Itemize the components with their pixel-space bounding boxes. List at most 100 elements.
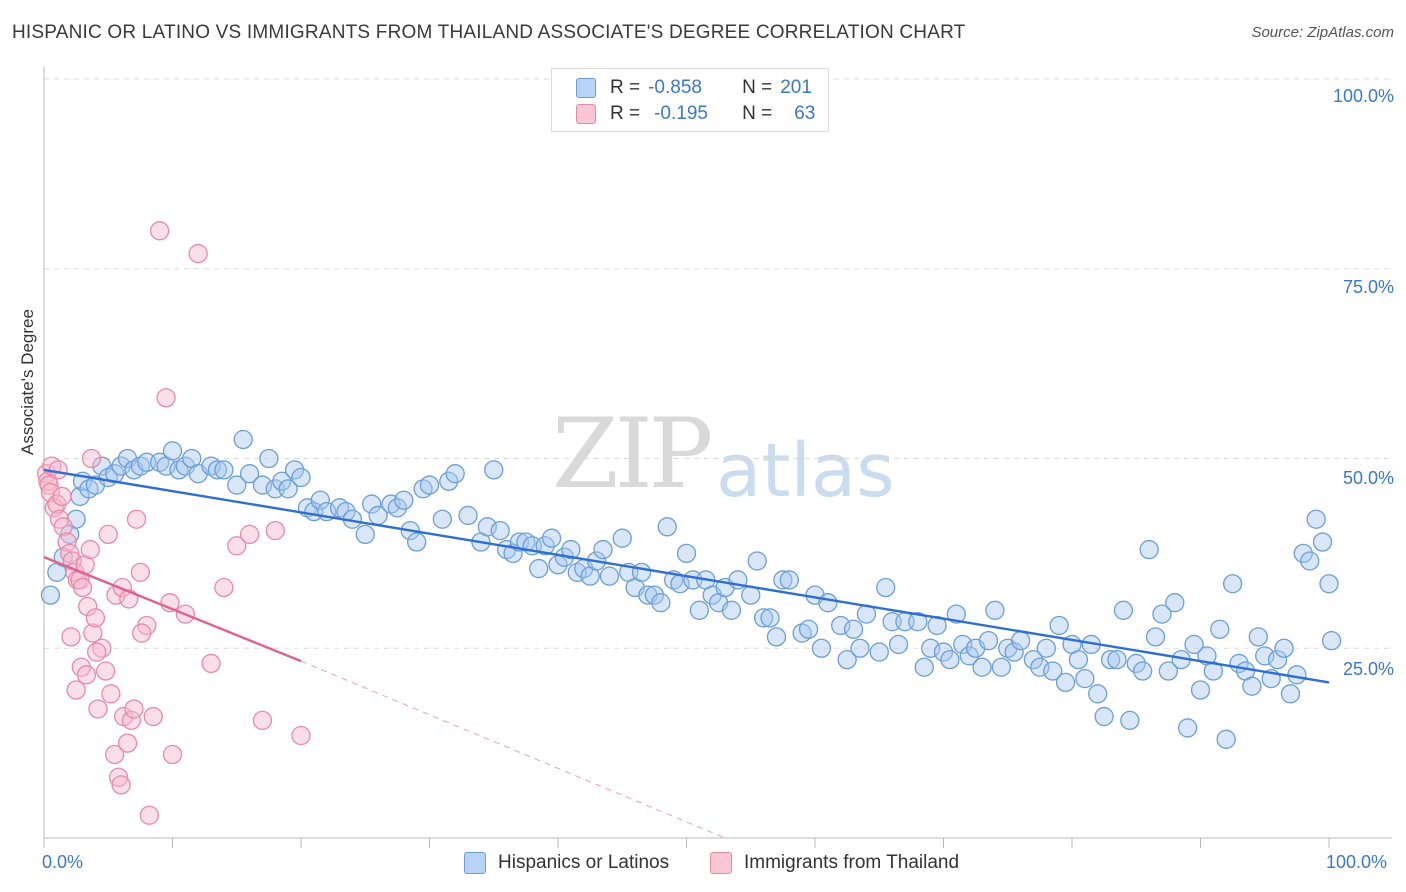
r-label: R = [610,77,641,98]
hispanic-point [1152,604,1172,624]
legend-label: Hispanics or Latinos [498,852,670,873]
hispanic-point [766,627,787,647]
hispanic-point [779,570,799,590]
source-label: Source: ZipAtlas.com [1251,24,1394,41]
hispanic-point [760,608,780,628]
thailand-point [87,642,107,662]
hispanic-point [1010,631,1031,651]
hispanic-point [1043,661,1063,681]
legend-label: Immigrants from Thailand [744,852,960,873]
hispanic-point [1190,680,1211,700]
watermark-zip: ZIP [552,398,713,510]
hispanic-point [227,475,247,495]
hispanic-point [291,467,311,488]
hispanic-point [445,464,465,484]
hispanic-point [1280,684,1301,704]
thailand-point [214,577,234,598]
legend-item-hispanics: Hispanics or Latinos [464,852,669,874]
watermark-atlas: atlas [716,428,895,514]
hispanic-point [676,543,697,564]
y-tick-label: 25.0% [1342,659,1394,679]
hispanic-point [278,479,298,499]
hispanic-point [387,498,408,518]
thailand-point [101,684,121,704]
hispanic-point [1293,543,1313,564]
thailand-point [117,733,138,753]
hispanic-point [1120,710,1140,731]
hispanic-point [1203,661,1223,681]
hispanic-point [432,509,453,529]
pink-swatch [576,104,596,124]
legend-item-thailand: Immigrants from Thailand [710,852,959,874]
thailand-point [252,710,273,731]
hispanic-point [1248,627,1268,647]
hispanic-point [259,448,279,469]
hispanic-point [239,464,260,484]
hispanic-point [1133,661,1153,681]
thailand-point [88,699,108,719]
thailand-point [201,653,221,674]
thailand-point [81,448,102,469]
hispanic-point [1319,574,1339,594]
hispanic-point [458,505,478,526]
hispanic-point [1158,661,1179,681]
stats-row-hispanics: R = -0.858 N = 201 [576,75,812,101]
hispanic-point [490,520,510,541]
thailand-point [111,775,131,795]
hispanic-point [535,536,555,556]
hispanic-point [362,494,382,514]
hispanic-trend-line [43,468,1330,684]
hispanic-point [972,657,992,677]
thailand-point [291,725,311,746]
hispanic-point [1184,634,1204,655]
hispanic-point [837,649,857,670]
thailand-point [98,524,118,545]
hispanic-point [1165,593,1185,613]
hispanic-point [272,471,292,491]
stats-row-thailand: R = -0.195 N = 63 [576,101,815,127]
thailand-point [57,532,77,552]
thailand-point [92,638,112,658]
hispanic-point [1100,649,1121,670]
thailand-point [108,767,129,787]
hispanic-point [1145,627,1166,647]
hispanic-point [214,460,234,480]
thailand-point [239,524,260,545]
thailand-point [78,596,98,617]
hispanic-point [394,490,414,510]
hispanic-point [747,551,767,571]
correlation-stats-box: R = -0.858 N = 201 R = -0.195 N = 63 [551,68,829,132]
thailand-trend-line [43,556,302,663]
thailand-point [80,539,100,560]
hispanic-point [1321,631,1342,651]
hispanic-point [1210,619,1230,639]
hispanic-point [1306,509,1326,529]
hispanic-point [355,524,375,545]
hispanic-point [798,619,819,639]
hispanic-point [1222,574,1243,594]
hispanic-point [1312,532,1333,552]
hispanic-point [651,593,671,613]
hispanic-point [233,429,253,450]
hispanic-point [612,528,632,548]
hispanic-point [1113,600,1134,620]
hispanic-point [1107,649,1127,670]
n-label: N = [742,77,773,98]
thailand-point [48,460,68,480]
hispanic-point [985,600,1005,620]
hispanic-point [869,642,889,662]
hispanic-point [529,558,549,579]
hispanic-point [631,562,652,582]
hispanic-point [484,460,504,480]
thailand-point [139,805,160,825]
pink-swatch [710,852,732,874]
thailand-point [130,562,151,582]
hispanic-point [1004,642,1024,662]
y-tick-label: 100.0% [1332,86,1394,106]
hispanic-point [419,475,440,495]
hispanic-point [978,631,999,651]
hispanic-point [561,539,581,560]
hispanic-point [721,600,742,620]
thailand-point [61,627,81,647]
